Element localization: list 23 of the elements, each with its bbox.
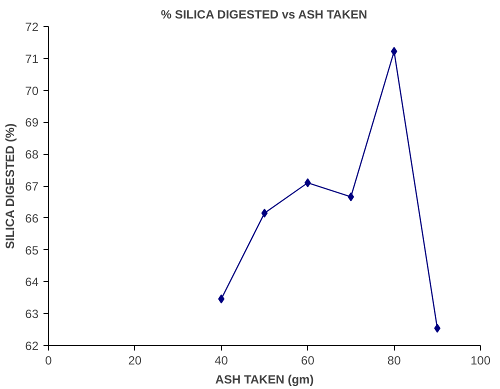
- y-axis-title: SILICA DIGESTED (%): [3, 123, 18, 250]
- y-tick-label: 69: [25, 116, 39, 130]
- y-tick-label: 65: [25, 243, 39, 258]
- y-tick-label: 72: [25, 20, 39, 34]
- point: [348, 192, 354, 202]
- y-tick-label: 70: [25, 84, 39, 98]
- y-tick-label: 68: [25, 148, 39, 162]
- y-tick-label: 64: [25, 275, 39, 290]
- y-tick-label: 63: [25, 307, 39, 322]
- y-tick-label: 71: [25, 52, 39, 66]
- chart-title: % SILICA DIGESTED vs ASH TAKEN: [160, 8, 368, 22]
- x-tick-label: 20: [128, 354, 142, 368]
- x-tick-label: 60: [301, 354, 315, 368]
- x-tick-label: 40: [214, 354, 228, 368]
- x-axis-title: ASH TAKEN (gm): [215, 372, 314, 386]
- point: [390, 46, 398, 56]
- x-tick-label: 100: [470, 354, 491, 368]
- y-tick-label: 62: [25, 339, 39, 353]
- point: [261, 208, 268, 218]
- x-tick-label: 80: [387, 354, 402, 368]
- y-tick-label: 66: [25, 211, 39, 226]
- x-tick-label: 0: [45, 354, 52, 368]
- y-tick-label: 67: [25, 180, 39, 194]
